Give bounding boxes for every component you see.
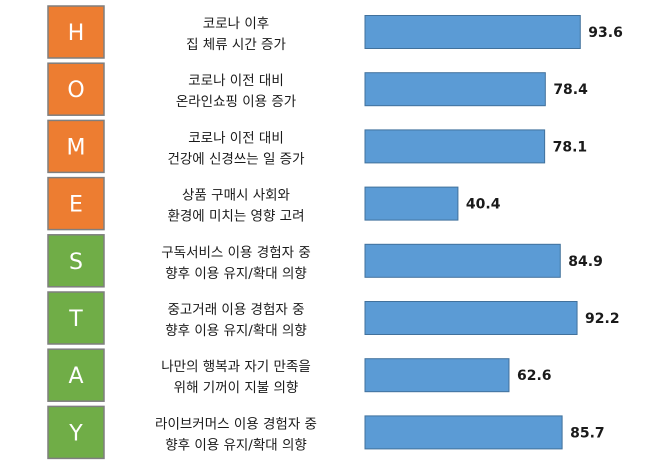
tile-letter: S — [69, 250, 83, 275]
value-label: 78.1 — [553, 139, 588, 155]
letter-tile-h-0 — [47, 5, 105, 59]
category-label-line: 구독서비스 이용 경험자 중 — [161, 245, 311, 261]
category-label-line: 코로나 이전 대비 — [188, 130, 284, 146]
tile-letter: A — [68, 364, 83, 389]
category-label-line: 온라인쇼핑 이용 증가 — [176, 94, 296, 110]
bar-7 — [364, 415, 563, 450]
category-label-line: 집 체류 시간 증가 — [186, 37, 286, 53]
letter-tile-m-2 — [47, 119, 105, 174]
category-label-line: 향후 이용 유지/확대 의향 — [165, 323, 307, 339]
category-label-line: 위해 기꺼이 지불 의향 — [174, 380, 299, 396]
bars — [364, 15, 581, 450]
category-label-line: 향후 이용 유지/확대 의향 — [165, 437, 307, 453]
bar-4 — [364, 243, 561, 278]
tile-letter: T — [68, 307, 83, 332]
tile-letter: M — [67, 135, 86, 160]
bar-0 — [364, 15, 581, 49]
bar-5 — [364, 301, 578, 335]
category-label-line: 코로나 이전 대비 — [188, 73, 284, 89]
category-label-line: 라이브커머스 이용 경험자 중 — [155, 416, 317, 432]
category-label-line: 나만의 행복과 자기 만족을 — [161, 359, 311, 375]
bar-2 — [364, 129, 546, 164]
value-label: 85.7 — [570, 425, 605, 441]
letter-tile-y-7 — [47, 405, 105, 460]
letter-tile-e-3 — [47, 176, 105, 231]
letter-tile-a-6 — [47, 348, 105, 402]
tile-letter: Y — [68, 421, 83, 446]
category-label-line: 향후 이용 유지/확대 의향 — [165, 266, 307, 282]
category-label-line: 코로나 이후 — [203, 16, 269, 32]
value-label: 92.2 — [585, 311, 620, 327]
homestay-letter-tiles: H O M E S T A Y — [47, 5, 105, 460]
bar-1 — [364, 72, 546, 107]
category-label-line: 건강에 신경쓰는 일 증가 — [167, 151, 304, 167]
category-label-line: 환경에 미치는 영향 고려 — [167, 209, 304, 225]
tile-letter: O — [67, 78, 84, 103]
value-label: 93.6 — [588, 25, 623, 41]
bar-6 — [364, 358, 510, 393]
tile-letter: H — [68, 21, 85, 46]
bar-3 — [364, 186, 459, 221]
category-label-line: 상품 구매시 사회와 — [182, 188, 290, 204]
letter-tile-o-1 — [47, 62, 105, 116]
letter-tile-s-4 — [47, 234, 105, 288]
value-labels: 93.6 78.4 78.1 40.4 84.9 92.2 62.6 85.7 — [466, 25, 623, 441]
value-label: 84.9 — [568, 254, 603, 270]
tile-letter: E — [69, 193, 83, 218]
letter-tile-t-5 — [47, 291, 105, 345]
value-label: 40.4 — [466, 197, 501, 213]
category-label-line: 중고거래 이용 경험자 중 — [167, 302, 304, 318]
value-label: 62.6 — [517, 368, 552, 384]
value-label: 78.4 — [553, 82, 588, 98]
